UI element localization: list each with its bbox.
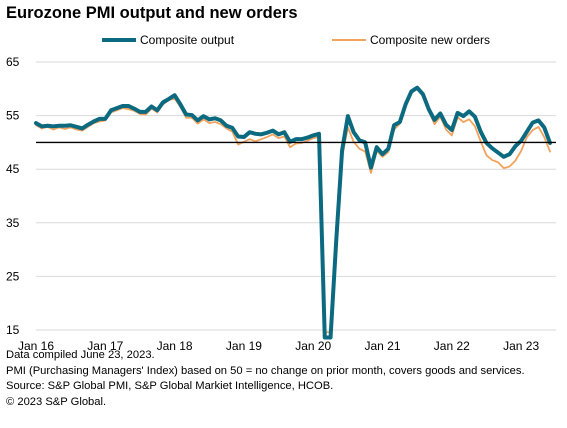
x-tick-label: Jan 18: [157, 339, 193, 353]
legend-label-composite-output: Composite output: [140, 33, 235, 47]
series-line-composite-output: [34, 85, 552, 340]
footnote-pmi-definition: PMI (Purchasing Managers' Index) based o…: [6, 364, 525, 377]
gridlines: [36, 61, 556, 331]
legend-swatch-composite-new-orders: [332, 39, 366, 41]
x-axis-tick-labels: Jan 16 Jan 17 Jan 18 Jan 19 Jan 20 Jan 21 Jan …: [18, 339, 539, 353]
legend: Composite output Composite new orders: [0, 33, 567, 51]
y-tick-label-15: 15: [6, 323, 20, 337]
y-tick-label-25: 25: [6, 269, 20, 283]
x-tick-label: Jan 21: [365, 339, 401, 353]
x-tick-label: Jan 20: [295, 339, 331, 353]
footnotes: Data compiled June 23, 2023. PMI (Purcha…: [6, 348, 525, 410]
series-line-composite-new-orders: [35, 87, 551, 334]
y-tick-label-45: 45: [6, 162, 20, 176]
footnote-copyright: © 2023 S&P Global.: [6, 395, 107, 408]
y-tick-label-55: 55: [6, 109, 20, 123]
y-axis-tick-labels: 15 25 35 45 55 65: [6, 55, 20, 337]
x-tick-label: Jan 22: [434, 339, 470, 353]
footnote-source: Source: S&P Global PMI, S&P Global Marki…: [6, 380, 334, 392]
legend-item-composite-output: Composite output: [102, 33, 234, 47]
legend-swatch-composite-output: [102, 38, 136, 42]
x-tick-label: Jan 17: [87, 339, 123, 353]
chart-title: Eurozone PMI output and new orders: [6, 4, 298, 22]
legend-label-composite-new-orders: Composite new orders: [370, 33, 491, 47]
x-tick-label: Jan 19: [226, 339, 262, 353]
y-tick-label-65: 65: [6, 55, 20, 69]
y-tick-label-35: 35: [6, 216, 20, 230]
series-lines: [34, 85, 552, 340]
footnote-data-compiled: Data compiled June 23, 2023.: [6, 349, 155, 361]
x-tick-label: Jan 23: [503, 339, 539, 353]
x-tick-label: Jan 16: [18, 339, 54, 353]
legend-item-composite-new-orders: Composite new orders: [332, 33, 490, 47]
